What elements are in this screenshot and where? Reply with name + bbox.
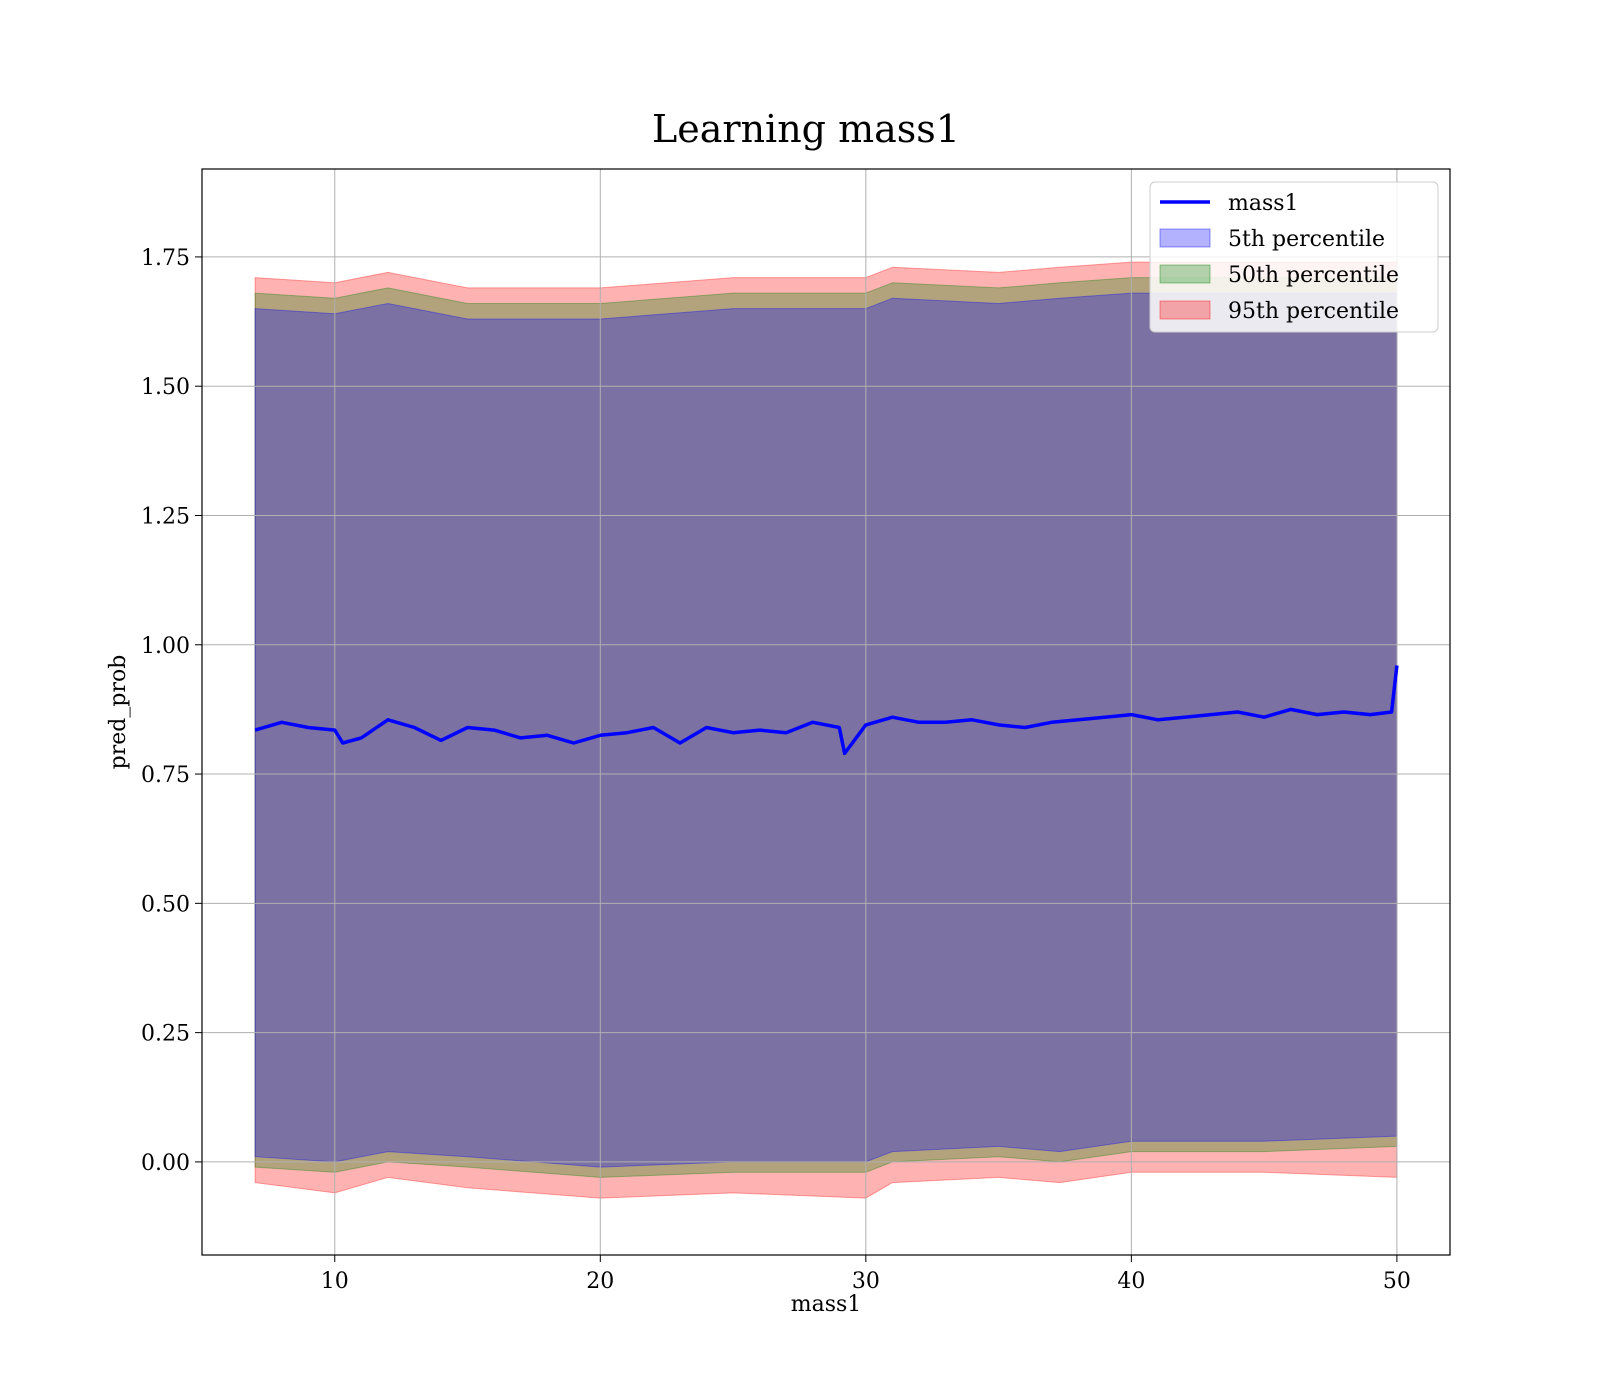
y-tick-label: 0.75 (141, 763, 190, 788)
x-tick-label: 20 (586, 1269, 614, 1294)
legend-label: mass1 (1228, 191, 1299, 216)
plot-frame (201, 168, 1451, 1256)
legend-swatch-band (1159, 300, 1211, 320)
y-tick-label: 0.00 (141, 1151, 190, 1176)
x-tick-label: 50 (1383, 1269, 1411, 1294)
legend: mass1 5th percentile 50th percentile 95th p… (1149, 181, 1439, 333)
grid-lines (202, 169, 1450, 1255)
x-axis-label: mass1 (791, 1292, 862, 1317)
y-tick-label: 1.25 (141, 504, 190, 529)
x-axis-ticks: 10 20 30 40 50 (321, 1255, 1411, 1294)
legend-swatch-band (1159, 228, 1211, 248)
y-tick-label: 1.00 (141, 634, 190, 659)
y-tick-label: 1.50 (141, 375, 190, 400)
chart-title: Learning mass1 (652, 107, 960, 151)
legend-label: 5th percentile (1228, 227, 1385, 252)
legend-label: 50th percentile (1228, 263, 1399, 288)
legend-box (1149, 181, 1439, 333)
y-axis-ticks: 0.00 0.25 0.50 0.75 1.00 1.25 1.50 1.75 (141, 246, 202, 1176)
y-tick-label: 0.25 (141, 1022, 190, 1047)
series-line-mass1 (254, 665, 1399, 756)
band-5th-percentile (254, 292, 1398, 1168)
y-axis-label: pred_prob (106, 655, 131, 770)
plot-area (201, 168, 1451, 1256)
percentile-bands (254, 261, 1398, 1199)
x-tick-label: 40 (1117, 1269, 1145, 1294)
series-lines (254, 665, 1399, 756)
x-tick-label: 30 (852, 1269, 880, 1294)
x-tick-label: 10 (321, 1269, 349, 1294)
legend-label: 95th percentile (1228, 299, 1399, 324)
y-tick-label: 0.50 (141, 892, 190, 917)
y-tick-label: 1.75 (141, 246, 190, 271)
legend-swatch-band (1159, 264, 1211, 284)
